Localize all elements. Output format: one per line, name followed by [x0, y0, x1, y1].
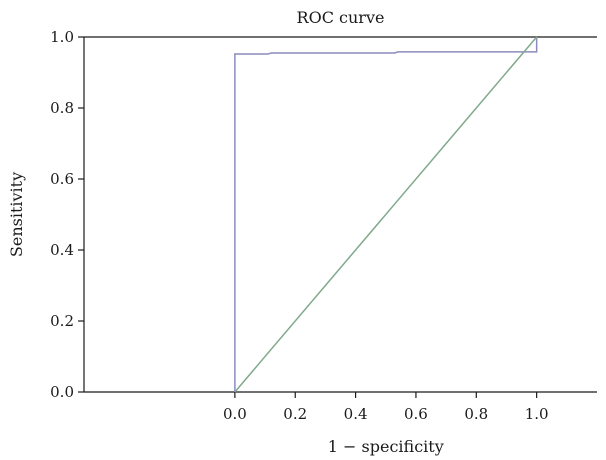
x-tick-label: 1.0: [525, 405, 549, 423]
x-tick-label: 0.6: [404, 405, 428, 423]
x-tick-label: 0.2: [283, 405, 307, 423]
y-tick-label: 0.4: [50, 241, 74, 259]
y-axis: 0.0 0.2 0.4 0.6 0.8 1.0: [50, 28, 84, 401]
x-tick-label: 0.4: [344, 405, 368, 423]
series-layer: [234, 36, 538, 393]
x-axis-title: 1 − specificity: [328, 437, 444, 456]
plot-area: [83, 36, 597, 393]
y-tick-label: 0.0: [50, 383, 74, 401]
y-axis-title: Sensitivity: [7, 172, 26, 257]
y-tick-label: 0.2: [50, 312, 74, 330]
y-tick-label: 0.6: [50, 170, 74, 188]
y-tick-label: 1.0: [50, 28, 74, 46]
roc-curve-line: [234, 37, 538, 392]
x-tick-label: 0.0: [223, 405, 247, 423]
x-tick-label: 0.8: [464, 405, 488, 423]
chart-title: ROC curve: [297, 8, 385, 27]
x-axis: 0.0 0.2 0.4 0.6 0.8 1.0: [223, 392, 549, 423]
y-tick-label: 0.8: [50, 99, 74, 117]
reference-diagonal-line: [234, 36, 538, 393]
